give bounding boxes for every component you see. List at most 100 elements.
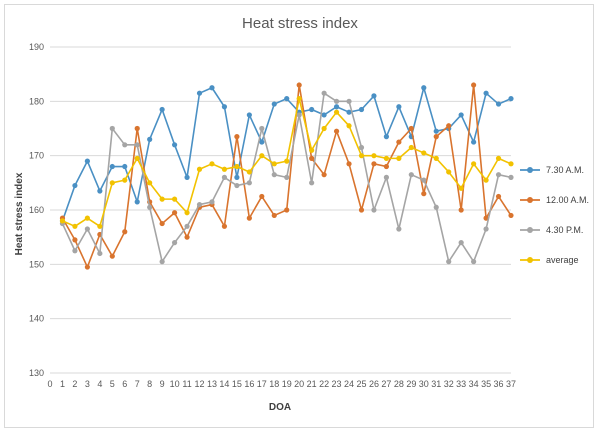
x-tick-label: 17 — [257, 379, 267, 389]
x-tick-label: 0 — [47, 379, 52, 389]
data-point — [321, 125, 327, 132]
data-point — [259, 153, 265, 159]
data-point — [147, 204, 153, 210]
data-point — [446, 123, 452, 129]
x-tick-label: 4 — [97, 379, 102, 389]
legend-item: 7.30 A.M. — [520, 165, 584, 175]
data-point — [495, 193, 502, 200]
data-point — [109, 125, 115, 132]
data-point — [221, 174, 228, 180]
data-point — [72, 237, 78, 243]
data-point — [84, 226, 90, 232]
data-point — [171, 240, 178, 246]
x-tick-label: 29 — [406, 379, 416, 389]
data-point — [471, 161, 477, 167]
data-point — [421, 150, 427, 156]
gridlines — [50, 46, 511, 374]
data-point — [433, 128, 439, 134]
data-point — [159, 106, 165, 113]
data-point — [396, 226, 402, 232]
data-point — [97, 250, 103, 257]
data-point — [483, 177, 489, 183]
data-point — [72, 223, 78, 229]
data-point — [184, 210, 190, 216]
data-point — [221, 166, 228, 172]
data-point — [209, 199, 215, 205]
x-tick-label: 31 — [431, 379, 441, 389]
legend-label: 4.30 P.M. — [546, 225, 583, 235]
data-point — [421, 85, 427, 91]
data-point — [184, 234, 190, 240]
series-1 — [59, 82, 514, 270]
y-tick-label: 140 — [29, 314, 44, 324]
data-point — [159, 196, 165, 202]
data-point — [371, 207, 377, 213]
x-tick-label: 27 — [381, 379, 391, 389]
data-point — [408, 125, 414, 132]
x-tick-label: 1 — [60, 379, 65, 389]
data-point — [296, 96, 302, 102]
data-point — [371, 93, 377, 99]
data-point — [495, 101, 502, 107]
x-tick-label: 22 — [319, 379, 329, 389]
data-point — [221, 223, 228, 229]
x-tick-label: 13 — [207, 379, 217, 389]
data-point — [333, 98, 340, 104]
data-point — [309, 180, 315, 186]
data-point — [246, 112, 252, 118]
data-point — [296, 82, 302, 88]
data-point — [109, 180, 115, 186]
data-point — [309, 106, 315, 113]
data-point — [209, 85, 215, 91]
data-point — [234, 134, 240, 140]
data-point — [84, 158, 90, 164]
data-point — [234, 182, 240, 189]
data-point — [196, 166, 203, 172]
data-point — [508, 161, 514, 167]
legend-swatch-marker — [527, 227, 533, 233]
legend-item: average — [520, 255, 579, 265]
data-point — [84, 215, 90, 221]
series-line — [61, 86, 512, 222]
x-tick-label: 16 — [244, 379, 254, 389]
data-point — [159, 259, 165, 265]
x-tick-label: 18 — [269, 379, 279, 389]
data-point — [109, 163, 115, 170]
x-tick-label: 12 — [195, 379, 205, 389]
x-tick-label: 35 — [481, 379, 491, 389]
x-tick-label: 33 — [456, 379, 466, 389]
data-point — [134, 142, 140, 148]
x-tick-label: 26 — [369, 379, 379, 389]
data-point — [196, 201, 203, 208]
legend-label: 12.00 A.M. — [546, 195, 589, 205]
data-point — [433, 204, 439, 210]
x-tick-label: 36 — [494, 379, 504, 389]
legend-swatch-marker — [527, 257, 533, 263]
data-point — [358, 106, 365, 113]
x-tick-label: 28 — [394, 379, 404, 389]
x-tick-label: 2 — [72, 379, 77, 389]
x-tick-label: 9 — [160, 379, 165, 389]
data-point — [321, 112, 327, 118]
x-tick-label: 11 — [182, 379, 191, 389]
legend-item: 12.00 A.M. — [520, 195, 589, 205]
data-point — [221, 104, 228, 110]
data-point — [147, 136, 153, 142]
data-point — [508, 96, 514, 102]
data-point — [134, 155, 140, 161]
data-point — [246, 215, 252, 221]
data-point — [84, 264, 90, 270]
data-point — [383, 174, 390, 180]
x-tick-label: 5 — [110, 379, 115, 389]
data-point — [371, 153, 377, 159]
data-point — [333, 128, 340, 134]
data-point — [408, 144, 414, 151]
x-axis-ticks: 0 1 2 3 4 5 6 7 8 9 10 11 12 13 14 15 16 17 18 19 20 21 22 23 24… — [47, 379, 516, 389]
x-tick-label: 34 — [469, 379, 479, 389]
data-point — [97, 188, 103, 194]
data-point — [371, 161, 377, 167]
data-point — [284, 174, 290, 180]
x-tick-label: 19 — [282, 379, 292, 389]
x-tick-label: 15 — [232, 379, 242, 389]
